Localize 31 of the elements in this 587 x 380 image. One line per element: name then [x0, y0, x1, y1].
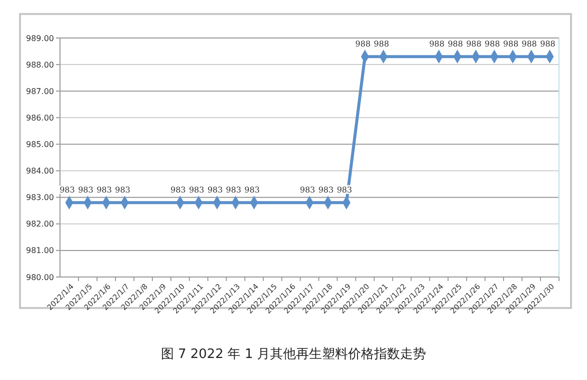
y-tick-label: 981.00: [26, 246, 54, 256]
data-label: 983: [300, 186, 316, 195]
data-label: 983: [244, 186, 260, 195]
y-tick-label: 989.00: [26, 34, 54, 43]
y-tick-label: 983.00: [26, 193, 54, 202]
y-tick-label: 984.00: [26, 166, 54, 176]
data-label: 988: [522, 40, 537, 49]
y-tick-label: 988.00: [26, 60, 54, 70]
y-tick-label: 982.00: [26, 220, 54, 229]
data-label: 983: [170, 186, 186, 195]
data-label: 988: [355, 40, 371, 49]
text: 图 7 2022 年 1 月其他再生塑料价格指数走势: [160, 346, 426, 362]
data-label: 983: [60, 186, 75, 195]
data-label: 988: [503, 40, 518, 49]
y-tick-label: 986.00: [26, 113, 54, 122]
data-label: 983: [207, 186, 223, 195]
data-label: 983: [96, 186, 112, 195]
y-tick-label: 985.00: [26, 140, 54, 150]
data-label: 983: [188, 186, 204, 195]
data-label: 983: [115, 186, 130, 195]
data-label: 988: [484, 40, 500, 49]
y-tick-label: 987.00: [26, 86, 54, 96]
y-tick-label: 980.00: [26, 272, 54, 282]
data-label: 988: [374, 40, 390, 49]
data-label: 983: [318, 186, 334, 195]
data-label: 983: [226, 186, 242, 195]
data-label: 988: [540, 40, 556, 49]
data-label: 988: [429, 40, 445, 49]
data-label: 983: [78, 186, 94, 195]
data-label: 988: [448, 40, 463, 49]
data-label: 988: [466, 40, 482, 49]
